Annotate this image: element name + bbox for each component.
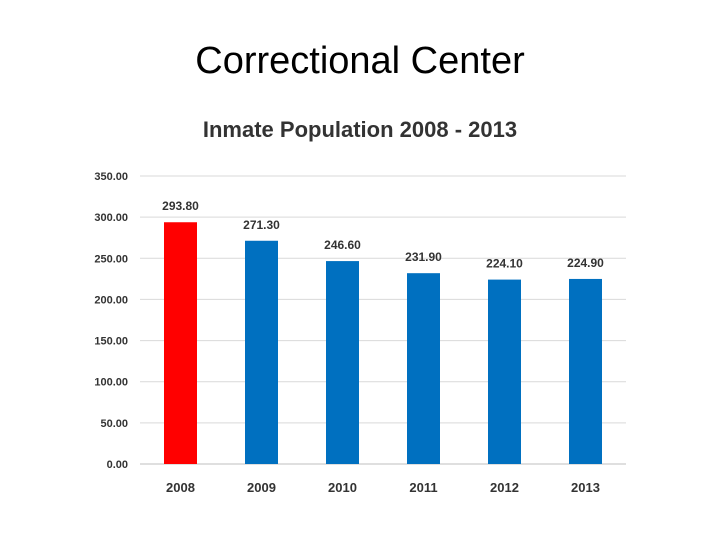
y-tick-label: 300.00 <box>94 212 128 224</box>
x-category-label: 2010 <box>328 480 357 495</box>
bar-2011 <box>407 273 440 464</box>
bar-2009 <box>245 240 278 464</box>
slide-title: Correctional Center <box>195 40 525 82</box>
x-category-label: 2012 <box>490 480 519 495</box>
data-label-2012: 224.10 <box>486 257 523 271</box>
x-category-label: 2011 <box>409 480 437 495</box>
y-tick-label: 100.00 <box>94 377 128 389</box>
y-tick-label: 0.00 <box>107 459 128 471</box>
bar-2013 <box>569 278 602 464</box>
y-tick-label: 50.00 <box>100 418 128 430</box>
data-label-2009: 271.30 <box>243 218 280 232</box>
x-category-label: 2009 <box>247 480 276 495</box>
bar-2012 <box>488 279 521 464</box>
data-labels: 293.80 271.30 246.60 231.90 224.10 224.90 <box>162 199 604 270</box>
x-category-label: 2008 <box>166 480 195 495</box>
bar-2010 <box>326 261 359 464</box>
y-tick-label: 150.00 <box>94 336 128 348</box>
y-tick-label: 350.00 <box>94 171 128 183</box>
data-label-2013: 224.90 <box>567 256 604 270</box>
gridlines <box>140 175 626 465</box>
y-axis-ticks: 0.00 50.00 100.00 150.00 200.00 250.00 300.00 3… <box>94 171 128 471</box>
data-label-2008: 293.80 <box>162 199 199 213</box>
data-label-2010: 246.60 <box>324 238 361 252</box>
x-axis-categories: 2008 2009 2010 2011 2012 2013 <box>166 480 600 495</box>
bar-2008 <box>164 222 197 464</box>
y-tick-label: 250.00 <box>94 253 128 265</box>
chart-title: Inmate Population 2008 - 2013 <box>203 117 517 142</box>
data-label-2011: 231.90 <box>405 250 442 264</box>
bars <box>164 222 602 464</box>
x-category-label: 2013 <box>571 480 600 495</box>
y-tick-label: 200.00 <box>94 294 128 306</box>
